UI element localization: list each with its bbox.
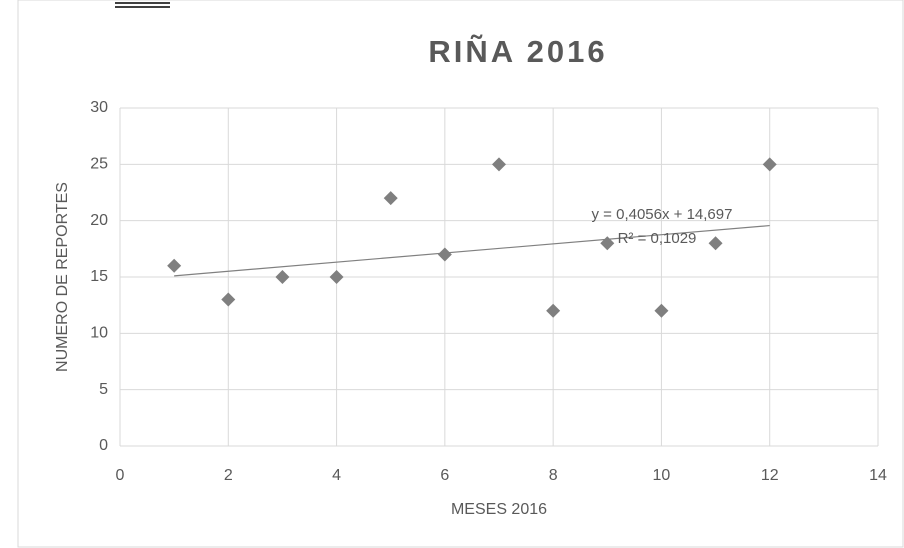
point [437, 247, 452, 262]
x-tick-label: 0 [116, 467, 125, 484]
point [383, 191, 398, 206]
x-tick-label: 14 [869, 467, 887, 484]
y-tick-label: 10 [90, 325, 108, 342]
y-tick-label: 0 [99, 437, 108, 454]
x-tick-label: 4 [332, 467, 341, 484]
y-tick-label: 15 [90, 268, 108, 285]
x-tick-label: 2 [224, 467, 233, 484]
trendline-equation: y = 0,4056x + 14,697 [592, 206, 733, 223]
chart-border [17, 0, 904, 548]
point [221, 292, 236, 307]
y-tick-label: 5 [99, 381, 108, 398]
trendline-r2: R² = 0,1029 [618, 230, 697, 247]
x-tick-label: 12 [761, 467, 779, 484]
point [167, 258, 182, 273]
y-tick-label: 25 [90, 156, 108, 173]
trendline [174, 224, 770, 277]
point [708, 236, 723, 251]
point [762, 157, 777, 172]
chart-title: RIÑA 2016 [428, 34, 607, 69]
point [546, 303, 561, 318]
x-tick-label: 8 [549, 467, 558, 484]
y-tick-label: 20 [90, 212, 108, 229]
y-tick-label: 30 [90, 99, 108, 116]
point [600, 236, 615, 251]
x-axis-label: MESES 2016 [451, 501, 547, 518]
x-tick-label: 10 [653, 467, 671, 484]
x-tick-label: 6 [440, 467, 449, 484]
point [329, 270, 344, 284]
point [275, 270, 290, 284]
y-axis-label: NUMERO DE REPORTES [54, 182, 71, 372]
point [654, 303, 669, 318]
point [492, 157, 506, 172]
